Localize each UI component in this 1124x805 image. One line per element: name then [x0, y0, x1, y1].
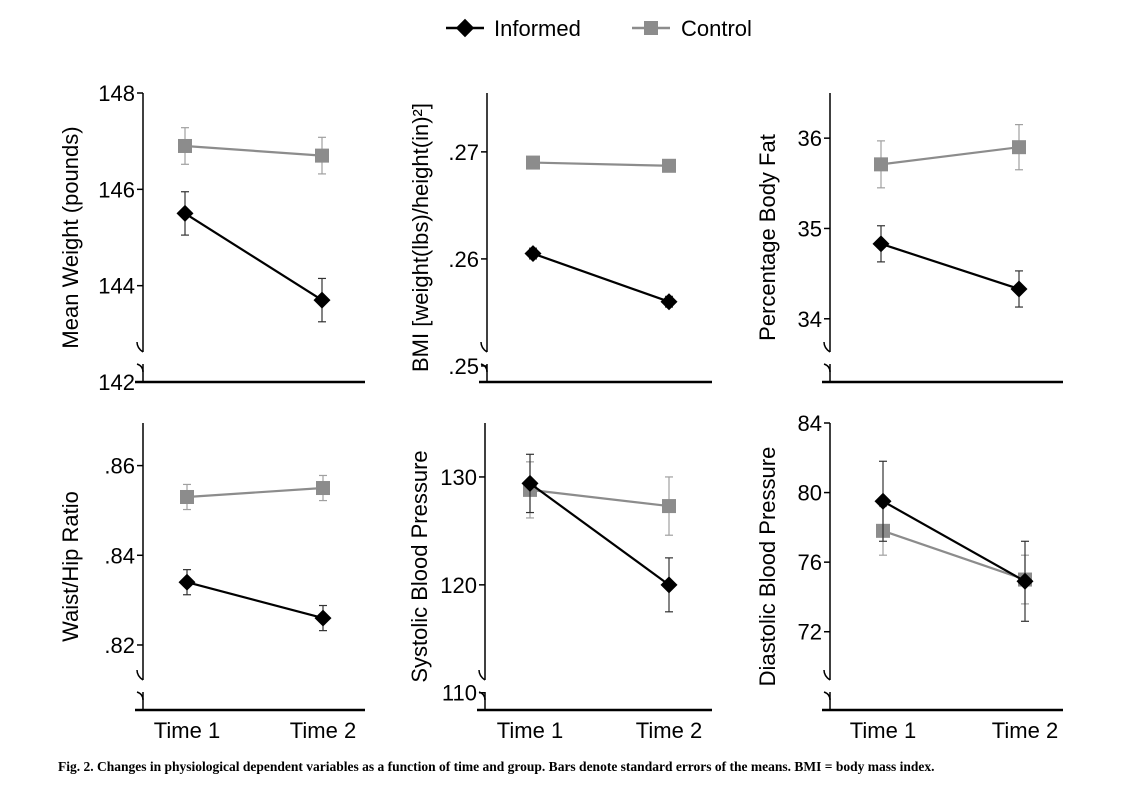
- y-axis-label: BMI [weight(lbs)/height(in)²]: [408, 103, 433, 372]
- panel-6: 72 76 80 84 Diastolic Blood Pressure Time 1 Ti…: [755, 411, 1063, 743]
- x-tick-label: Time 2: [636, 718, 702, 743]
- y-tick-label: 36: [798, 126, 822, 151]
- y-tick-label: 80: [798, 481, 822, 506]
- legend: Informed Control: [446, 16, 752, 41]
- data-point: [521, 474, 539, 492]
- y-tick-label: .86: [104, 454, 135, 479]
- y-tick-label: 120: [440, 573, 477, 598]
- axis-break-mark: [823, 669, 831, 701]
- series-line: [529, 482, 670, 586]
- series-control: [874, 124, 1026, 189]
- y-tick-label: .82: [104, 633, 135, 658]
- y-tick-label: .26: [448, 247, 479, 272]
- series-informed: [176, 191, 331, 323]
- series-informed: [872, 225, 1028, 308]
- axis-break-mark: [136, 341, 144, 373]
- data-point: [872, 235, 890, 253]
- data-point: [314, 609, 332, 627]
- series-informed: [178, 569, 332, 632]
- series-control: [526, 155, 676, 173]
- y-tick-label: 142: [98, 370, 135, 395]
- y-tick-label: 35: [798, 216, 822, 241]
- y-tick-label: .25: [448, 354, 479, 379]
- data-point: [660, 576, 678, 594]
- series-control: [178, 127, 329, 175]
- y-tick-label: .84: [104, 543, 135, 568]
- axis-break-mark: [478, 669, 486, 701]
- y-tick-label: 148: [98, 81, 135, 106]
- axis-break-mark: [823, 341, 831, 373]
- y-tick-label: 110: [442, 681, 477, 706]
- series-control: [180, 474, 330, 511]
- legend-informed-label: Informed: [494, 16, 581, 41]
- series-line: [882, 529, 1026, 581]
- y-tick-label: 72: [798, 620, 822, 645]
- legend-control-marker: [644, 21, 658, 35]
- data-point: [176, 204, 194, 222]
- data-point: [316, 481, 330, 496]
- panel-2: .25 .26 .27 BMI [weight(lbs)/height(in)²]: [408, 93, 712, 384]
- y-tick-label: .27: [448, 140, 479, 165]
- y-tick-label: 146: [98, 177, 135, 202]
- legend-item-informed: Informed: [446, 16, 581, 41]
- axis-break-mark: [480, 341, 488, 373]
- data-point: [1012, 140, 1026, 155]
- legend-control-label: Control: [681, 16, 752, 41]
- data-point: [1016, 572, 1034, 590]
- series-line: [184, 144, 323, 157]
- data-point: [660, 293, 678, 311]
- series-line: [186, 486, 324, 499]
- y-axis-label: Diastolic Blood Pressure: [755, 447, 780, 687]
- series-line: [529, 488, 670, 508]
- x-tick-label: Time 1: [850, 718, 916, 743]
- panel-1: 142 144 146 148 Mean Weight (pounds): [58, 81, 365, 395]
- series-line: [532, 161, 670, 167]
- legend-item-control: Control: [632, 16, 752, 41]
- data-point: [315, 148, 329, 163]
- series-line: [880, 242, 1020, 291]
- y-tick-label: 34: [798, 307, 822, 332]
- y-tick-label: 130: [440, 465, 477, 490]
- data-point: [1010, 280, 1028, 298]
- panel-4: .82 .84 .86 Waist/Hip Ratio Time 1 Time 2: [58, 423, 365, 743]
- series-line: [184, 212, 323, 302]
- series-informed: [874, 460, 1034, 622]
- series-line: [186, 581, 324, 620]
- x-tick-label: Time 2: [290, 718, 356, 743]
- x-tick-label: Time 1: [497, 718, 563, 743]
- series-control: [523, 461, 676, 536]
- data-point: [178, 573, 196, 591]
- data-point: [526, 155, 540, 170]
- panel-5: 110 120 130 Systolic Blood Pressure Time 1 Ti…: [407, 423, 712, 743]
- data-point: [180, 489, 194, 504]
- y-axis-label: Percentage Body Fat: [755, 134, 780, 341]
- series-control: [876, 505, 1032, 605]
- y-tick-label: 144: [98, 274, 135, 299]
- data-point: [524, 245, 542, 263]
- data-point: [874, 157, 888, 172]
- panel-3: 34 35 36 Percentage Body Fat: [755, 93, 1063, 384]
- legend-informed-marker: [455, 18, 475, 38]
- series-line: [880, 146, 1020, 166]
- y-axis-label: Systolic Blood Pressure: [407, 450, 432, 682]
- x-tick-label: Time 2: [992, 718, 1058, 743]
- series-informed: [524, 245, 678, 311]
- data-point: [662, 499, 676, 514]
- series-line: [882, 500, 1026, 583]
- data-point: [874, 492, 892, 510]
- axis-break-mark: [136, 669, 144, 701]
- y-tick-label: 84: [798, 411, 822, 436]
- data-point: [662, 158, 676, 173]
- y-tick-label: 76: [798, 550, 822, 575]
- y-axis-label: Mean Weight (pounds): [58, 126, 83, 348]
- series-line: [532, 252, 670, 303]
- data-point: [313, 291, 331, 309]
- y-axis-label: Waist/Hip Ratio: [58, 491, 83, 642]
- figure-caption: Fig. 2. Changes in physiological depende…: [58, 759, 935, 774]
- x-tick-label: Time 1: [154, 718, 220, 743]
- data-point: [178, 138, 192, 153]
- series-informed: [521, 453, 678, 613]
